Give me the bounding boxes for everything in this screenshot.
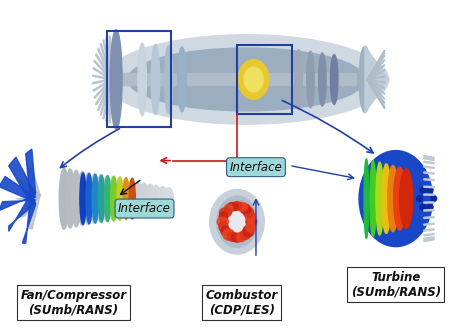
Ellipse shape: [427, 187, 433, 193]
Ellipse shape: [228, 232, 238, 241]
Polygon shape: [0, 197, 36, 211]
Ellipse shape: [84, 173, 93, 225]
Ellipse shape: [231, 233, 243, 242]
Ellipse shape: [223, 229, 234, 240]
Text: Interface: Interface: [118, 202, 171, 215]
Polygon shape: [22, 192, 36, 243]
Ellipse shape: [146, 184, 155, 213]
Ellipse shape: [210, 189, 264, 254]
Polygon shape: [9, 194, 36, 231]
Ellipse shape: [104, 35, 389, 124]
Ellipse shape: [219, 208, 231, 217]
Ellipse shape: [102, 176, 112, 221]
Ellipse shape: [127, 181, 137, 216]
Polygon shape: [17, 195, 40, 202]
Ellipse shape: [221, 226, 230, 236]
Ellipse shape: [431, 196, 437, 202]
Text: Turbine
(SUmb/RANS): Turbine (SUmb/RANS): [351, 271, 441, 299]
Ellipse shape: [420, 187, 426, 193]
Ellipse shape: [138, 43, 146, 116]
Ellipse shape: [224, 205, 233, 213]
Polygon shape: [365, 46, 389, 113]
Ellipse shape: [152, 185, 161, 212]
Ellipse shape: [86, 174, 92, 224]
Ellipse shape: [90, 174, 100, 223]
Ellipse shape: [319, 53, 326, 106]
Ellipse shape: [238, 60, 269, 99]
Ellipse shape: [219, 221, 228, 232]
Ellipse shape: [59, 168, 69, 229]
Text: Interface: Interface: [229, 161, 283, 174]
Polygon shape: [0, 176, 36, 200]
Ellipse shape: [129, 178, 135, 219]
Ellipse shape: [240, 204, 251, 214]
Ellipse shape: [224, 203, 250, 241]
Ellipse shape: [307, 51, 314, 108]
Polygon shape: [26, 149, 36, 205]
Ellipse shape: [243, 225, 254, 237]
Ellipse shape: [376, 162, 383, 235]
Ellipse shape: [359, 46, 371, 113]
Ellipse shape: [244, 67, 263, 92]
Ellipse shape: [151, 44, 160, 115]
Polygon shape: [27, 195, 40, 229]
Bar: [109, 73, 356, 85]
Ellipse shape: [219, 212, 228, 222]
Text: Fan/Compressor
(SUmb/RANS): Fan/Compressor (SUmb/RANS): [20, 289, 127, 317]
Polygon shape: [27, 168, 40, 202]
Ellipse shape: [128, 48, 365, 111]
Ellipse shape: [80, 173, 86, 224]
Ellipse shape: [121, 179, 130, 218]
Bar: [237, 45, 292, 114]
Polygon shape: [9, 157, 36, 203]
Ellipse shape: [104, 175, 110, 222]
Ellipse shape: [72, 170, 81, 227]
Ellipse shape: [217, 217, 228, 226]
Ellipse shape: [232, 202, 242, 210]
Ellipse shape: [123, 177, 129, 220]
Ellipse shape: [115, 178, 124, 219]
Ellipse shape: [139, 183, 149, 214]
Ellipse shape: [244, 207, 254, 217]
Ellipse shape: [164, 46, 173, 113]
Ellipse shape: [295, 50, 302, 109]
Polygon shape: [19, 195, 40, 216]
Ellipse shape: [246, 217, 256, 227]
Ellipse shape: [237, 232, 246, 242]
Ellipse shape: [330, 55, 338, 104]
Ellipse shape: [227, 203, 238, 211]
Ellipse shape: [240, 230, 250, 240]
Ellipse shape: [133, 182, 143, 215]
Ellipse shape: [92, 174, 99, 223]
Bar: [107, 31, 171, 127]
Ellipse shape: [110, 176, 117, 221]
Ellipse shape: [388, 166, 398, 232]
Ellipse shape: [393, 167, 405, 230]
Ellipse shape: [370, 161, 376, 237]
Ellipse shape: [400, 169, 413, 228]
Ellipse shape: [420, 204, 426, 210]
Ellipse shape: [65, 169, 75, 228]
Ellipse shape: [417, 196, 422, 202]
Text: Combustor
(CDP/LES): Combustor (CDP/LES): [206, 289, 278, 317]
Ellipse shape: [117, 177, 123, 220]
Ellipse shape: [382, 164, 391, 233]
Ellipse shape: [178, 47, 186, 112]
Ellipse shape: [359, 151, 432, 247]
Ellipse shape: [96, 175, 106, 222]
Ellipse shape: [110, 30, 122, 129]
Ellipse shape: [235, 202, 247, 211]
Ellipse shape: [364, 159, 369, 238]
Ellipse shape: [98, 175, 104, 222]
Ellipse shape: [158, 187, 167, 211]
Ellipse shape: [164, 188, 173, 210]
Ellipse shape: [427, 204, 433, 210]
Ellipse shape: [78, 171, 87, 226]
Ellipse shape: [109, 177, 118, 220]
Ellipse shape: [246, 212, 255, 222]
Ellipse shape: [246, 221, 255, 232]
Polygon shape: [19, 181, 40, 202]
Ellipse shape: [217, 196, 257, 248]
